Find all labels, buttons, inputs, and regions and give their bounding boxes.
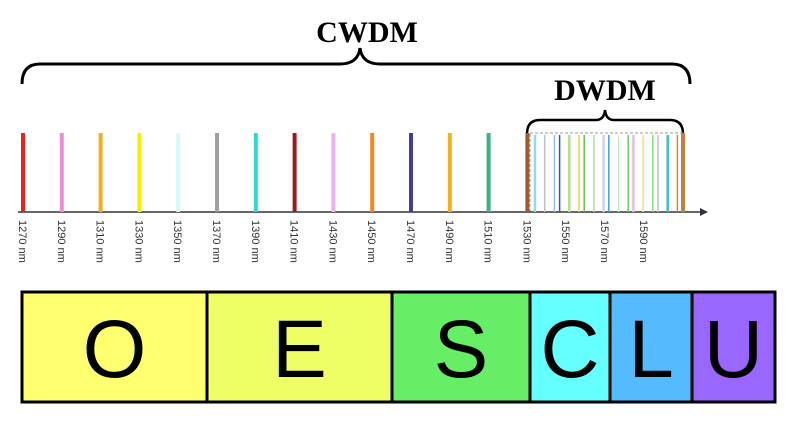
wavelength-label: 1550 nm xyxy=(559,220,571,263)
wavelength-label: 1570 nm xyxy=(598,220,610,263)
band-box xyxy=(20,290,209,404)
wavelength-label: 1490 nm xyxy=(443,220,455,263)
wavelength-label: 1310 nm xyxy=(94,220,106,263)
band-box xyxy=(690,290,777,404)
band-label: L xyxy=(628,304,674,395)
band-label: S xyxy=(434,304,489,395)
band-box xyxy=(205,290,394,404)
wavelength-label: 1510 nm xyxy=(482,220,494,263)
band-label: C xyxy=(540,304,599,395)
dwdm-box xyxy=(529,132,684,213)
band-label: U xyxy=(704,304,763,395)
wavelength-label: 1450 nm xyxy=(365,220,377,263)
wavelength-label: 1390 nm xyxy=(249,220,261,263)
cwdm-label: CWDM xyxy=(316,16,418,49)
band-label: O xyxy=(83,304,147,395)
wavelength-label: 1330 nm xyxy=(132,220,144,263)
wavelength-label: 1430 nm xyxy=(326,220,338,263)
wavelength-label: 1350 nm xyxy=(171,220,183,263)
cwdm-brace xyxy=(20,47,692,85)
axis-arrow xyxy=(700,208,708,216)
band-box xyxy=(390,290,532,404)
band-box xyxy=(528,290,612,404)
dwdm-brace xyxy=(525,109,685,135)
wavelength-label: 1370 nm xyxy=(210,220,222,263)
wavelength-label: 1290 nm xyxy=(55,220,67,263)
wavelength-label: 1410 nm xyxy=(288,220,300,263)
wavelength-label: 1470 nm xyxy=(404,220,416,263)
wavelength-label: 1530 nm xyxy=(520,220,532,263)
wavelength-label: 1270 nm xyxy=(16,220,28,263)
wavelength-label: 1590 nm xyxy=(637,220,649,263)
band-label: E xyxy=(272,304,327,395)
dwdm-label: DWDM xyxy=(554,74,656,107)
band-box xyxy=(608,290,694,404)
